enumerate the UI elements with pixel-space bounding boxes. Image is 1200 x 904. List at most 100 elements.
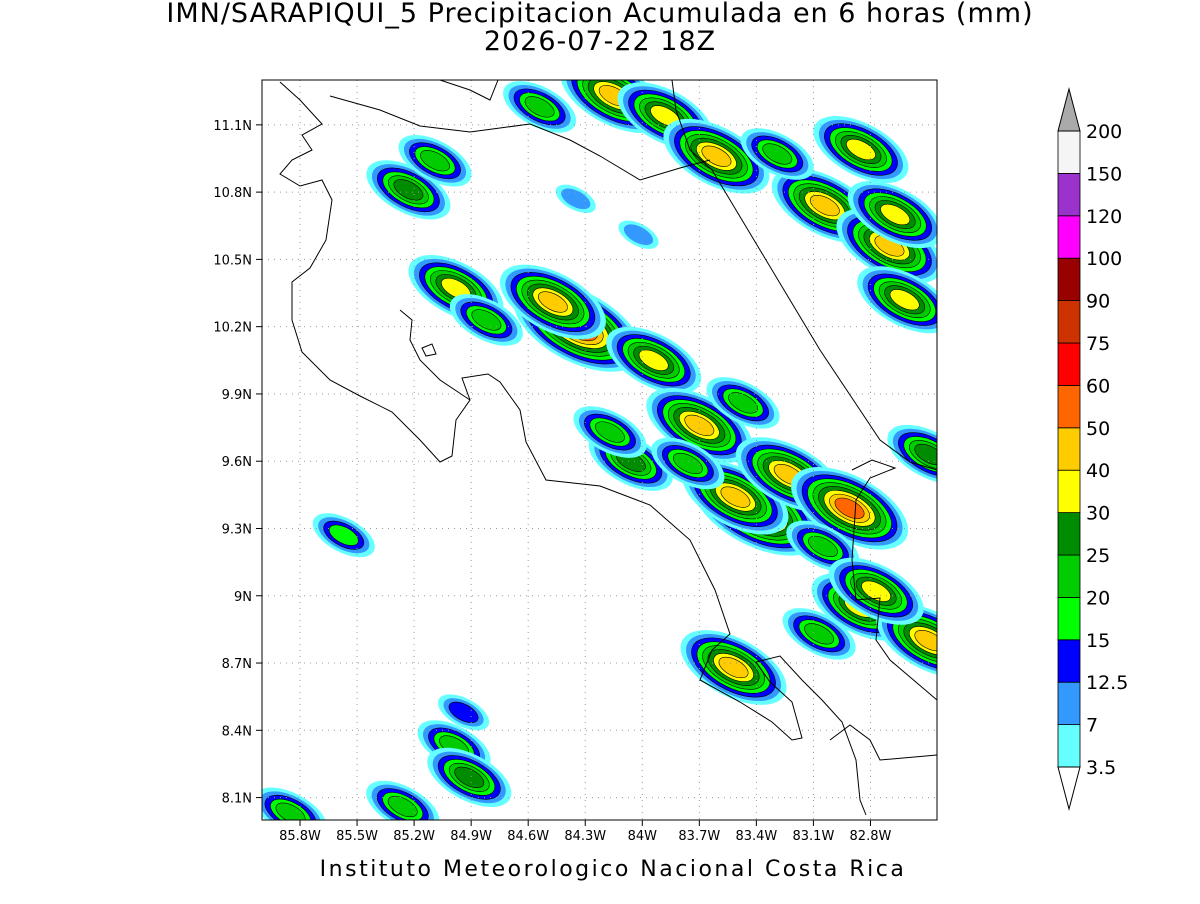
y-tick-label: 8.4N: [222, 724, 252, 739]
colorbar-label: 25: [1086, 545, 1110, 567]
colorbar-label: 150: [1086, 163, 1122, 185]
y-tick-label: 10.5N: [213, 253, 252, 268]
y-tick-label: 11.1N: [213, 119, 252, 134]
nicaragua-lake: [439, 80, 499, 101]
precip-cell: [834, 497, 865, 519]
precip-cell: [387, 795, 418, 818]
precip-cell: [672, 452, 703, 475]
precip-cell: [393, 179, 424, 201]
colorbar-over: [1057, 87, 1081, 132]
precip-cell: [718, 656, 749, 679]
chart-title: IMN/SARAPIQUI_5 Precipitacion Acumulada …: [166, 0, 1033, 29]
colorbar-cell: [1057, 681, 1081, 726]
y-tick-label: 9N: [234, 590, 252, 605]
precip-cell: [809, 194, 840, 217]
pacific-coast: [279, 81, 867, 816]
x-tick-label: 85.8W: [279, 829, 321, 844]
panama-border: [851, 459, 937, 701]
precip-cell: [524, 96, 555, 118]
precip-cell: [537, 291, 568, 313]
colorbar-label: 30: [1086, 503, 1110, 525]
precip-cell: [595, 421, 625, 443]
precip-cell: [807, 535, 838, 558]
colorbar: 3.5 7 12.5 15 20 25 30 40 50 60 75 90 100 120 150 200: [1057, 87, 1128, 811]
y-tick-label: 9.3N: [222, 522, 252, 537]
colorbar-cell: [1057, 300, 1081, 344]
precip-cell: [328, 524, 359, 546]
precip-cell: [720, 486, 751, 508]
colorbar-cell: [1057, 215, 1081, 259]
precip-cell: [804, 623, 835, 645]
colorbar-under: [1057, 766, 1081, 811]
x-tick-label: 83.4W: [735, 829, 777, 844]
colorbar-cell: [1057, 384, 1081, 429]
colorbar-cell: [1057, 172, 1081, 217]
x-tick-label: 83.1W: [793, 829, 835, 844]
precip-cell: [275, 802, 306, 820]
precip-field: [262, 80, 937, 820]
burica: [829, 724, 937, 761]
colorbar-label: 120: [1086, 206, 1122, 228]
precip-cell: [728, 392, 758, 414]
coastlines: [279, 80, 937, 816]
precip-cell: [420, 150, 450, 172]
colorbar-label: 40: [1086, 460, 1110, 482]
colorbar-cell: [1057, 512, 1081, 556]
colorbar-label: 100: [1086, 248, 1122, 270]
colorbar-label: 200: [1086, 121, 1122, 143]
x-tick-label: 83.7W: [678, 829, 720, 844]
colorbar-cell: [1057, 257, 1081, 302]
map-frame: [261, 79, 938, 821]
chira-island: [421, 343, 437, 357]
colorbar-cell: [1057, 597, 1081, 641]
precip-cell: [454, 766, 485, 789]
nicoya-gulf: [399, 309, 471, 401]
y-tick-label: 10.8N: [213, 186, 252, 201]
y-tick-label: 10.2N: [213, 321, 252, 336]
precip-cell: [889, 289, 920, 311]
precip-cell: [846, 138, 876, 161]
precip-cell: [638, 349, 669, 371]
y-tick-label: 9.6N: [222, 455, 252, 470]
colorbar-label: 90: [1086, 291, 1110, 313]
colorbar-cell: [1057, 427, 1081, 471]
precip-cell: [880, 203, 911, 226]
x-tick-label: 85.2W: [393, 829, 435, 844]
colorbar-label: 60: [1086, 375, 1110, 397]
colorbar-label: 15: [1086, 630, 1110, 652]
x-tick-label: 84W: [628, 829, 658, 844]
colorbar-cell: [1057, 342, 1081, 386]
colorbar-label: 3.5: [1086, 757, 1116, 779]
x-tick-label: 85.5W: [336, 829, 378, 844]
colorbar-cell: [1057, 469, 1081, 514]
x-tick-label: 84.6W: [507, 829, 549, 844]
colorbar-cell: [1057, 554, 1081, 598]
precip-cell: [701, 145, 732, 167]
caribbean-coast: [671, 80, 937, 471]
precip-cell: [623, 224, 654, 246]
precip-cell: [684, 414, 715, 436]
colorbar-cell: [1057, 724, 1081, 768]
y-tick-label: 8.7N: [222, 657, 252, 672]
colorbar-label: 50: [1086, 418, 1110, 440]
precip-cell: [471, 309, 502, 331]
precip-cell: [561, 188, 591, 210]
grid: 85.8W 85.5W 85.2W 84.9W 84.6W 84.3W 84W 83.7W 83…: [213, 80, 937, 844]
x-tick-label: 84.3W: [564, 829, 606, 844]
y-tick-label: 8.1N: [222, 792, 252, 807]
precip-cell: [448, 701, 479, 723]
x-tick-label: 82.8W: [850, 829, 892, 844]
colorbar-cell: [1057, 130, 1081, 174]
footer: Instituto Meteorologico Nacional Costa R…: [320, 857, 907, 882]
precip-cell: [762, 143, 793, 165]
chart-subtitle: 2026-07-22 18Z: [484, 26, 716, 57]
colorbar-label: 20: [1086, 587, 1110, 609]
colorbar-label: 12.5: [1086, 672, 1128, 694]
nicaragua-border: [329, 95, 711, 181]
colorbar-label: 75: [1086, 333, 1110, 355]
colorbar-label: 7: [1086, 715, 1098, 737]
y-tick-label: 9.9N: [222, 388, 252, 403]
colorbar-cell: [1057, 639, 1081, 683]
x-tick-label: 84.9W: [450, 829, 492, 844]
